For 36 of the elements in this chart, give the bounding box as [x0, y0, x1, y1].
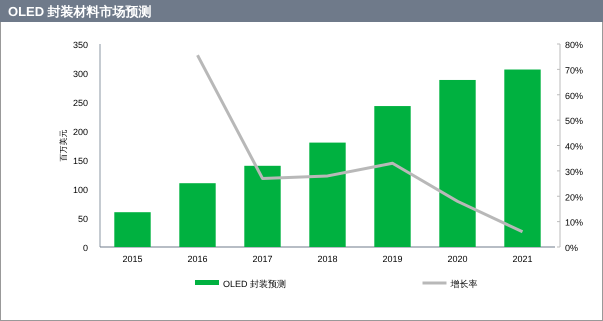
y-tick-label: 200	[72, 127, 88, 137]
x-tick-label: 2017	[252, 254, 273, 264]
legend-label: OLED 封装预测	[223, 279, 286, 289]
bar	[179, 183, 216, 247]
y2-tick-label: 50%	[565, 116, 584, 126]
x-tick-label: 2019	[382, 254, 403, 264]
y2-tick-label: 0%	[565, 243, 578, 253]
y-tick-label: 0	[82, 243, 88, 253]
y-axis-title: 百万美元	[59, 130, 68, 162]
bar	[309, 142, 346, 247]
y-tick-label: 100	[72, 185, 88, 195]
y-tick-label: 50	[78, 214, 88, 224]
y2-tick-label: 60%	[565, 90, 584, 101]
bar	[114, 212, 151, 247]
y2-tick-label: 80%	[565, 40, 584, 50]
x-tick-label: 2020	[447, 254, 468, 264]
x-tick-label: 2018	[317, 254, 338, 264]
legend-label: 增长率	[450, 279, 478, 289]
y-tick-label: 300	[72, 69, 88, 79]
bar	[504, 70, 541, 247]
y-tick-label: 150	[72, 156, 88, 166]
bar	[244, 166, 281, 247]
bar	[374, 106, 411, 247]
x-tick-label: 2021	[512, 254, 533, 264]
y-tick-label: 350	[72, 40, 88, 50]
y2-tick-label: 40%	[565, 142, 584, 152]
y2-tick-label: 30%	[565, 166, 584, 177]
bar	[439, 80, 476, 247]
x-tick-label: 2015	[122, 254, 143, 264]
x-tick-label: 2016	[187, 254, 208, 264]
line-series	[196, 54, 524, 234]
chart-title: OLED 封装材料市场预测	[8, 4, 152, 19]
y2-tick-label: 10%	[565, 218, 584, 228]
y-tick-label: 250	[72, 98, 88, 108]
y2-tick-label: 20%	[565, 192, 584, 202]
y2-tick-label: 70%	[565, 65, 584, 76]
